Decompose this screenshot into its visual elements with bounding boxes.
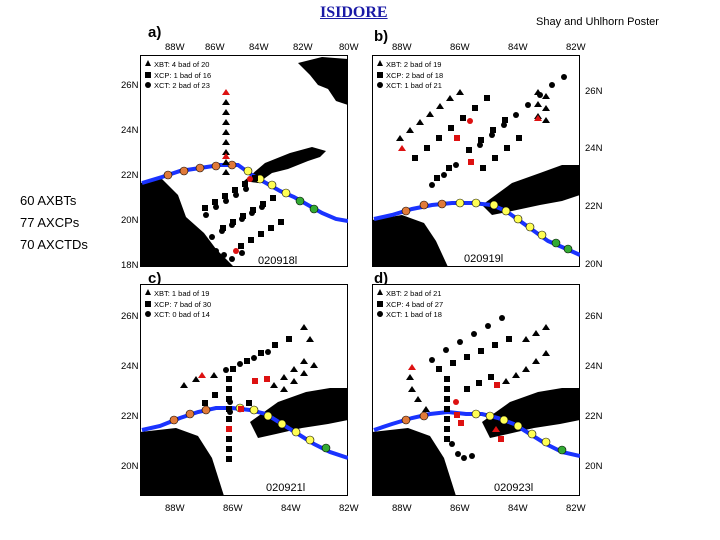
panel-a-lon-tick: 82W (293, 42, 313, 53)
panel-b-lon-tick: 82W (566, 42, 586, 53)
panel-d-label: d) (374, 270, 389, 287)
panel-b-lon-tick: 88W (392, 42, 412, 53)
panel-a-lon-tick: 88W (165, 42, 185, 53)
panel-d-lat-tick: 26N (585, 311, 603, 322)
panel-b-legend-xbt: XBT: 2 bad of 19 (386, 60, 441, 69)
panel-b-map: XBT: 2 bad of 19 XCP: 2 bad of 18 XCT: 1… (372, 55, 580, 267)
panel-b-lon-tick: 86W (450, 42, 470, 53)
panel-c-lat-tick: 22N (121, 411, 139, 422)
panel-a-date: 020918l (258, 255, 297, 267)
panel-d-legend-xct: XCT: 1 bad of 18 (386, 310, 442, 319)
panel-d-lon-tick: 86W (450, 503, 470, 514)
panel-b-legend-xcp: XCP: 2 bad of 18 (386, 71, 443, 80)
panel-c-map: XBT: 1 bad of 19 XCP: 7 bad of 30 XCT: 0… (140, 284, 348, 496)
panel-c-lon-tick: 84W (281, 503, 301, 514)
panel-a-lon-tick: 86W (205, 42, 225, 53)
panel-c-lat-tick: 26N (121, 311, 139, 322)
panel-a-lat-tick: 24N (121, 125, 139, 136)
panel-a-legend-xbt: XBT: 4 bad of 20 (154, 60, 209, 69)
panel-c-legend-xcp: XCP: 7 bad of 30 (154, 300, 211, 309)
panel-b-legend-xct: XCT: 1 bad of 21 (386, 81, 442, 90)
panel-d-lat-tick: 22N (585, 411, 603, 422)
panel-b-lat-tick: 20N (585, 259, 603, 270)
total-axctd: 70 AXCTDs (20, 237, 88, 252)
total-axbt: 60 AXBTs (20, 193, 77, 208)
panel-b-date: 020919l (464, 253, 503, 265)
panel-c-label: c) (148, 270, 162, 287)
panel-a-lon-tick: 80W (339, 42, 359, 53)
total-axcp: 77 AXCPs (20, 215, 80, 230)
panel-b-lat-tick: 26N (585, 86, 603, 97)
panel-a-lat-tick: 26N (121, 80, 139, 91)
panel-c-lon-tick: 88W (165, 503, 185, 514)
panel-d-lon-tick: 88W (392, 503, 412, 514)
panel-d-legend-xcp: XCP: 4 bad of 27 (386, 300, 443, 309)
panel-d-lon-tick: 84W (508, 503, 528, 514)
panel-c-lat-tick: 20N (121, 461, 139, 472)
panel-d-lat-tick: 20N (585, 461, 603, 472)
page-title: ISIDORE (320, 4, 388, 21)
panel-c-date: 020921l (266, 482, 305, 494)
panel-a-legend-xcp: XCP: 1 bad of 16 (154, 71, 211, 80)
panel-b-lat-tick: 22N (585, 201, 603, 212)
panel-a-map: XBT: 4 bad of 20 XCP: 1 bad of 16 XCT: 2… (140, 55, 348, 267)
panel-a-lon-tick: 84W (249, 42, 269, 53)
panel-a-lat-tick: 22N (121, 170, 139, 181)
panel-d-date: 020923l (494, 482, 533, 494)
panel-c-lat-tick: 24N (121, 361, 139, 372)
panel-a-lat-tick: 20N (121, 215, 139, 226)
probe-totals: 60 AXBTs 77 AXCPs 70 AXCTDs (20, 190, 88, 256)
panel-d-legend-xbt: XBT: 2 bad of 21 (386, 289, 441, 298)
panel-a-lat-tick: 18N (121, 260, 139, 271)
panel-c-lon-tick: 82W (339, 503, 359, 514)
panel-a-label: a) (148, 24, 162, 41)
panel-b-lat-tick: 24N (585, 143, 603, 154)
panel-a-legend-xct: XCT: 2 bad of 23 (154, 81, 210, 90)
panel-c-lon-tick: 86W (223, 503, 243, 514)
panel-b-label: b) (374, 28, 389, 45)
panel-d-map: XBT: 2 bad of 21 XCP: 4 bad of 27 XCT: 1… (372, 284, 580, 496)
panel-c-legend-xbt: XBT: 1 bad of 19 (154, 289, 209, 298)
poster-attribution: Shay and Uhlhorn Poster (536, 16, 659, 28)
panel-d-lat-tick: 24N (585, 361, 603, 372)
panel-d-lon-tick: 82W (566, 503, 586, 514)
panel-c-legend-xct: XCT: 0 bad of 14 (154, 310, 210, 319)
panel-b-lon-tick: 84W (508, 42, 528, 53)
